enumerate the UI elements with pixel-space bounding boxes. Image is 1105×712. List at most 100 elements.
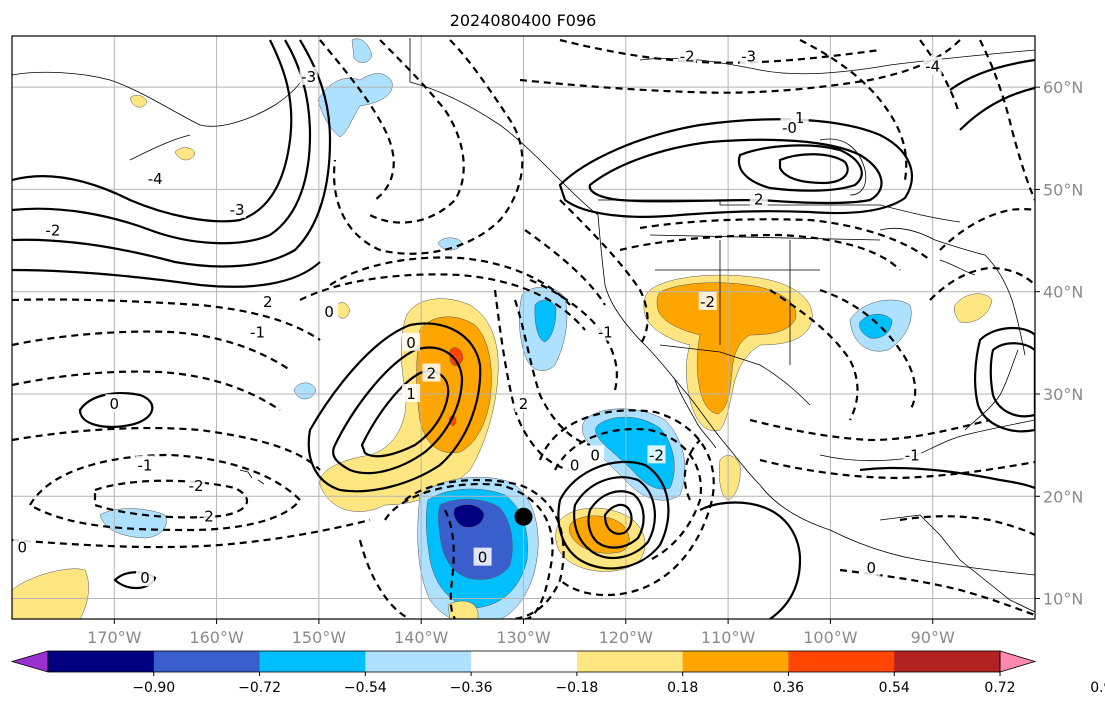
contour-solid (12, 261, 321, 288)
contour-label-bg (647, 445, 666, 464)
us-west-coast (597, 214, 1035, 576)
contour-label-bg (678, 46, 697, 65)
contour-solid (974, 326, 1035, 433)
contour-label: 0 (590, 446, 600, 464)
contour-solid (859, 466, 1035, 490)
contour-label: 2 (263, 293, 273, 311)
contour-label-bg (739, 46, 758, 65)
contour-dashed (93, 479, 248, 519)
contour-solid (949, 58, 1035, 91)
contour-solid (12, 39, 332, 268)
contour-label-bg (187, 476, 206, 495)
contour-solid (989, 342, 1035, 418)
contour-label: 2 (519, 395, 529, 413)
baja (674, 379, 717, 449)
gridlines (12, 36, 1035, 619)
contour-label-bg (422, 363, 441, 382)
hawaii (239, 469, 265, 485)
shade-red (448, 415, 457, 426)
contour-solid (78, 392, 154, 428)
contour-label: 2 (427, 365, 437, 383)
contour-dashed (769, 289, 859, 421)
x-tick-label: 140°W (394, 628, 449, 647)
contour-label-bg (105, 394, 124, 413)
contour-label: -4 (148, 170, 163, 188)
contour-solid (778, 153, 849, 185)
canada-north (639, 49, 1035, 75)
us-mexico-border (659, 344, 811, 406)
contour-label-bg (13, 537, 32, 556)
y-tick-label: 20°N (1043, 487, 1083, 506)
shade-yellow (953, 293, 993, 323)
colorbar-frame (47, 650, 1001, 673)
country-border (598, 199, 961, 223)
contour-dashed (554, 428, 702, 561)
contour-solid (737, 144, 863, 192)
shade-blue-light (437, 237, 463, 251)
contour-label: -1 (250, 324, 265, 342)
colorbar-tick-label: −0.90 (132, 680, 175, 696)
colorbar-tick-label: 0.18 (667, 680, 698, 696)
shade-red (449, 347, 464, 366)
contour-label: 0 (324, 303, 334, 321)
contour-dashed (384, 483, 554, 619)
contour-label-bg (780, 118, 799, 137)
x-axis-ticks: 170°W 160°W 150°W 140°W 130°W 120°W 110°W 100°W… (87, 619, 955, 647)
shade-orange (416, 316, 492, 454)
contour-dashed (299, 273, 586, 331)
shade-blue-light (293, 382, 317, 400)
contour-label-bg (135, 455, 154, 474)
shade-yellow (12, 568, 89, 619)
y-tick-label: 10°N (1043, 590, 1083, 609)
gulf-coast (819, 419, 1035, 462)
contour-dashed (444, 509, 456, 619)
contour-label: -3 (230, 201, 245, 219)
shade-navy (453, 504, 485, 528)
contour-dashed (639, 218, 931, 261)
contour-label-bg (320, 302, 339, 321)
y-tick-label: 30°N (1043, 385, 1083, 404)
contour-label: -2 (680, 47, 695, 65)
shade-blue (534, 299, 557, 343)
colorbar-tick-label: 0.90 (1090, 680, 1105, 696)
contour-label-bg (135, 568, 154, 587)
contour-label: -1 (905, 446, 920, 464)
contour-dashed (899, 515, 1035, 536)
contour-label: 0 (406, 334, 416, 352)
contour-label-bg (197, 506, 216, 525)
contour-dashed (28, 453, 302, 532)
contour-dashed (319, 39, 395, 201)
contour-label: 0 (17, 538, 27, 556)
contour-label: -2 (199, 508, 214, 526)
colorbar-segment (894, 651, 1001, 672)
contour-label: 0 (110, 395, 120, 413)
contour-label-bg (146, 169, 165, 188)
contour-solid (603, 503, 633, 535)
colorbar-tick-label: −0.18 (555, 680, 598, 696)
contour-solid (587, 490, 645, 549)
contour-dashed (513, 299, 591, 447)
central-america (879, 514, 1035, 613)
contour-label: 2 (754, 191, 764, 209)
shade-blue-light (317, 73, 393, 138)
contour-dashed (619, 233, 901, 271)
contour-label: 0 (867, 559, 877, 577)
contour-dashed (369, 39, 465, 224)
contour-dashed (329, 256, 571, 306)
contour-solid (959, 86, 1035, 131)
shade-yellow (447, 600, 479, 619)
colorbar-tick-label: −0.36 (450, 680, 493, 696)
colorbar-tick-label: 0.54 (879, 680, 910, 696)
contour-label: 1 (795, 109, 805, 127)
contour-dashed (799, 39, 908, 181)
contour-label-bg (586, 445, 605, 464)
contour-label: 0 (140, 569, 150, 587)
chart-title: 2024080400 F096 (450, 11, 597, 30)
contour-dashed (559, 38, 881, 64)
contour-label: -1 (598, 324, 613, 342)
contour-label-bg (923, 56, 942, 75)
shade-yellow (719, 455, 741, 501)
contour-dashed (538, 409, 715, 597)
